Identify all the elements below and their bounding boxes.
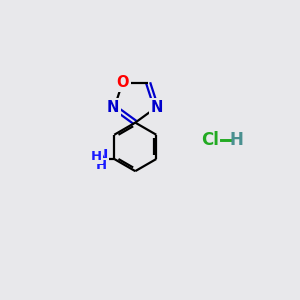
Text: O: O [116,75,129,90]
Text: H: H [230,131,244,149]
Text: N: N [151,100,164,115]
Text: Cl: Cl [201,131,219,149]
Text: N: N [95,149,108,164]
Text: H: H [96,159,107,172]
Text: H: H [91,150,102,163]
Text: N: N [107,100,119,115]
